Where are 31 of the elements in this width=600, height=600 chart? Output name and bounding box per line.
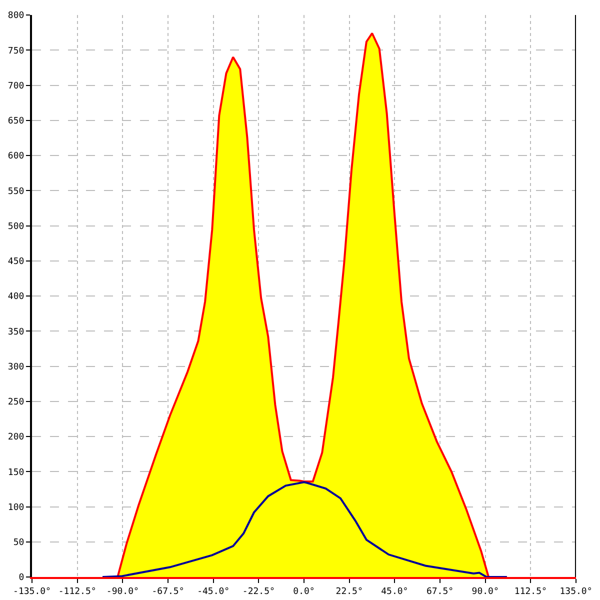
y-tick-label: 600 bbox=[8, 152, 24, 162]
y-tick-label: 300 bbox=[8, 362, 24, 372]
x-tick-label: -67.5° bbox=[152, 586, 184, 597]
y-tick-label: 650 bbox=[8, 116, 24, 127]
y-tick-label: 400 bbox=[8, 292, 24, 302]
y-tick-label: 150 bbox=[8, 468, 24, 478]
x-tick-label: 67.5° bbox=[426, 586, 454, 597]
x-tick-label: 22.5° bbox=[336, 586, 363, 597]
x-tick-label: 112.5° bbox=[514, 586, 547, 597]
y-tick-label: 350 bbox=[8, 327, 24, 338]
x-tick-label: -112.5° bbox=[58, 586, 96, 597]
x-tick-label: -135.0° bbox=[13, 586, 51, 597]
y-tick-label: 550 bbox=[8, 186, 24, 197]
line-series bbox=[102, 481, 508, 577]
x-tick-label: -45.0° bbox=[197, 586, 230, 597]
y-tick-label: 200 bbox=[8, 432, 24, 443]
x-tick-label: 90.0° bbox=[472, 586, 499, 597]
y-tick-label: 450 bbox=[8, 257, 24, 268]
y-tick-label: 100 bbox=[8, 502, 24, 513]
y-tick-label: 50 bbox=[13, 538, 24, 548]
x-tick-label: 45.0° bbox=[381, 586, 408, 597]
x-tick-label: 135.0° bbox=[560, 586, 592, 597]
y-tick-label: 250 bbox=[8, 398, 24, 408]
x-tick-label: -90.0° bbox=[106, 586, 139, 597]
x-tick-label: -22.5° bbox=[242, 586, 275, 597]
x-tick-label: 0.0° bbox=[293, 586, 315, 597]
y-tick-label: 0 bbox=[18, 573, 24, 584]
y-tick-label: 750 bbox=[8, 46, 24, 56]
y-tick-label: 500 bbox=[8, 222, 24, 232]
y-tick-label: 800 bbox=[8, 11, 24, 22]
y-tick-label: 700 bbox=[8, 81, 24, 92]
